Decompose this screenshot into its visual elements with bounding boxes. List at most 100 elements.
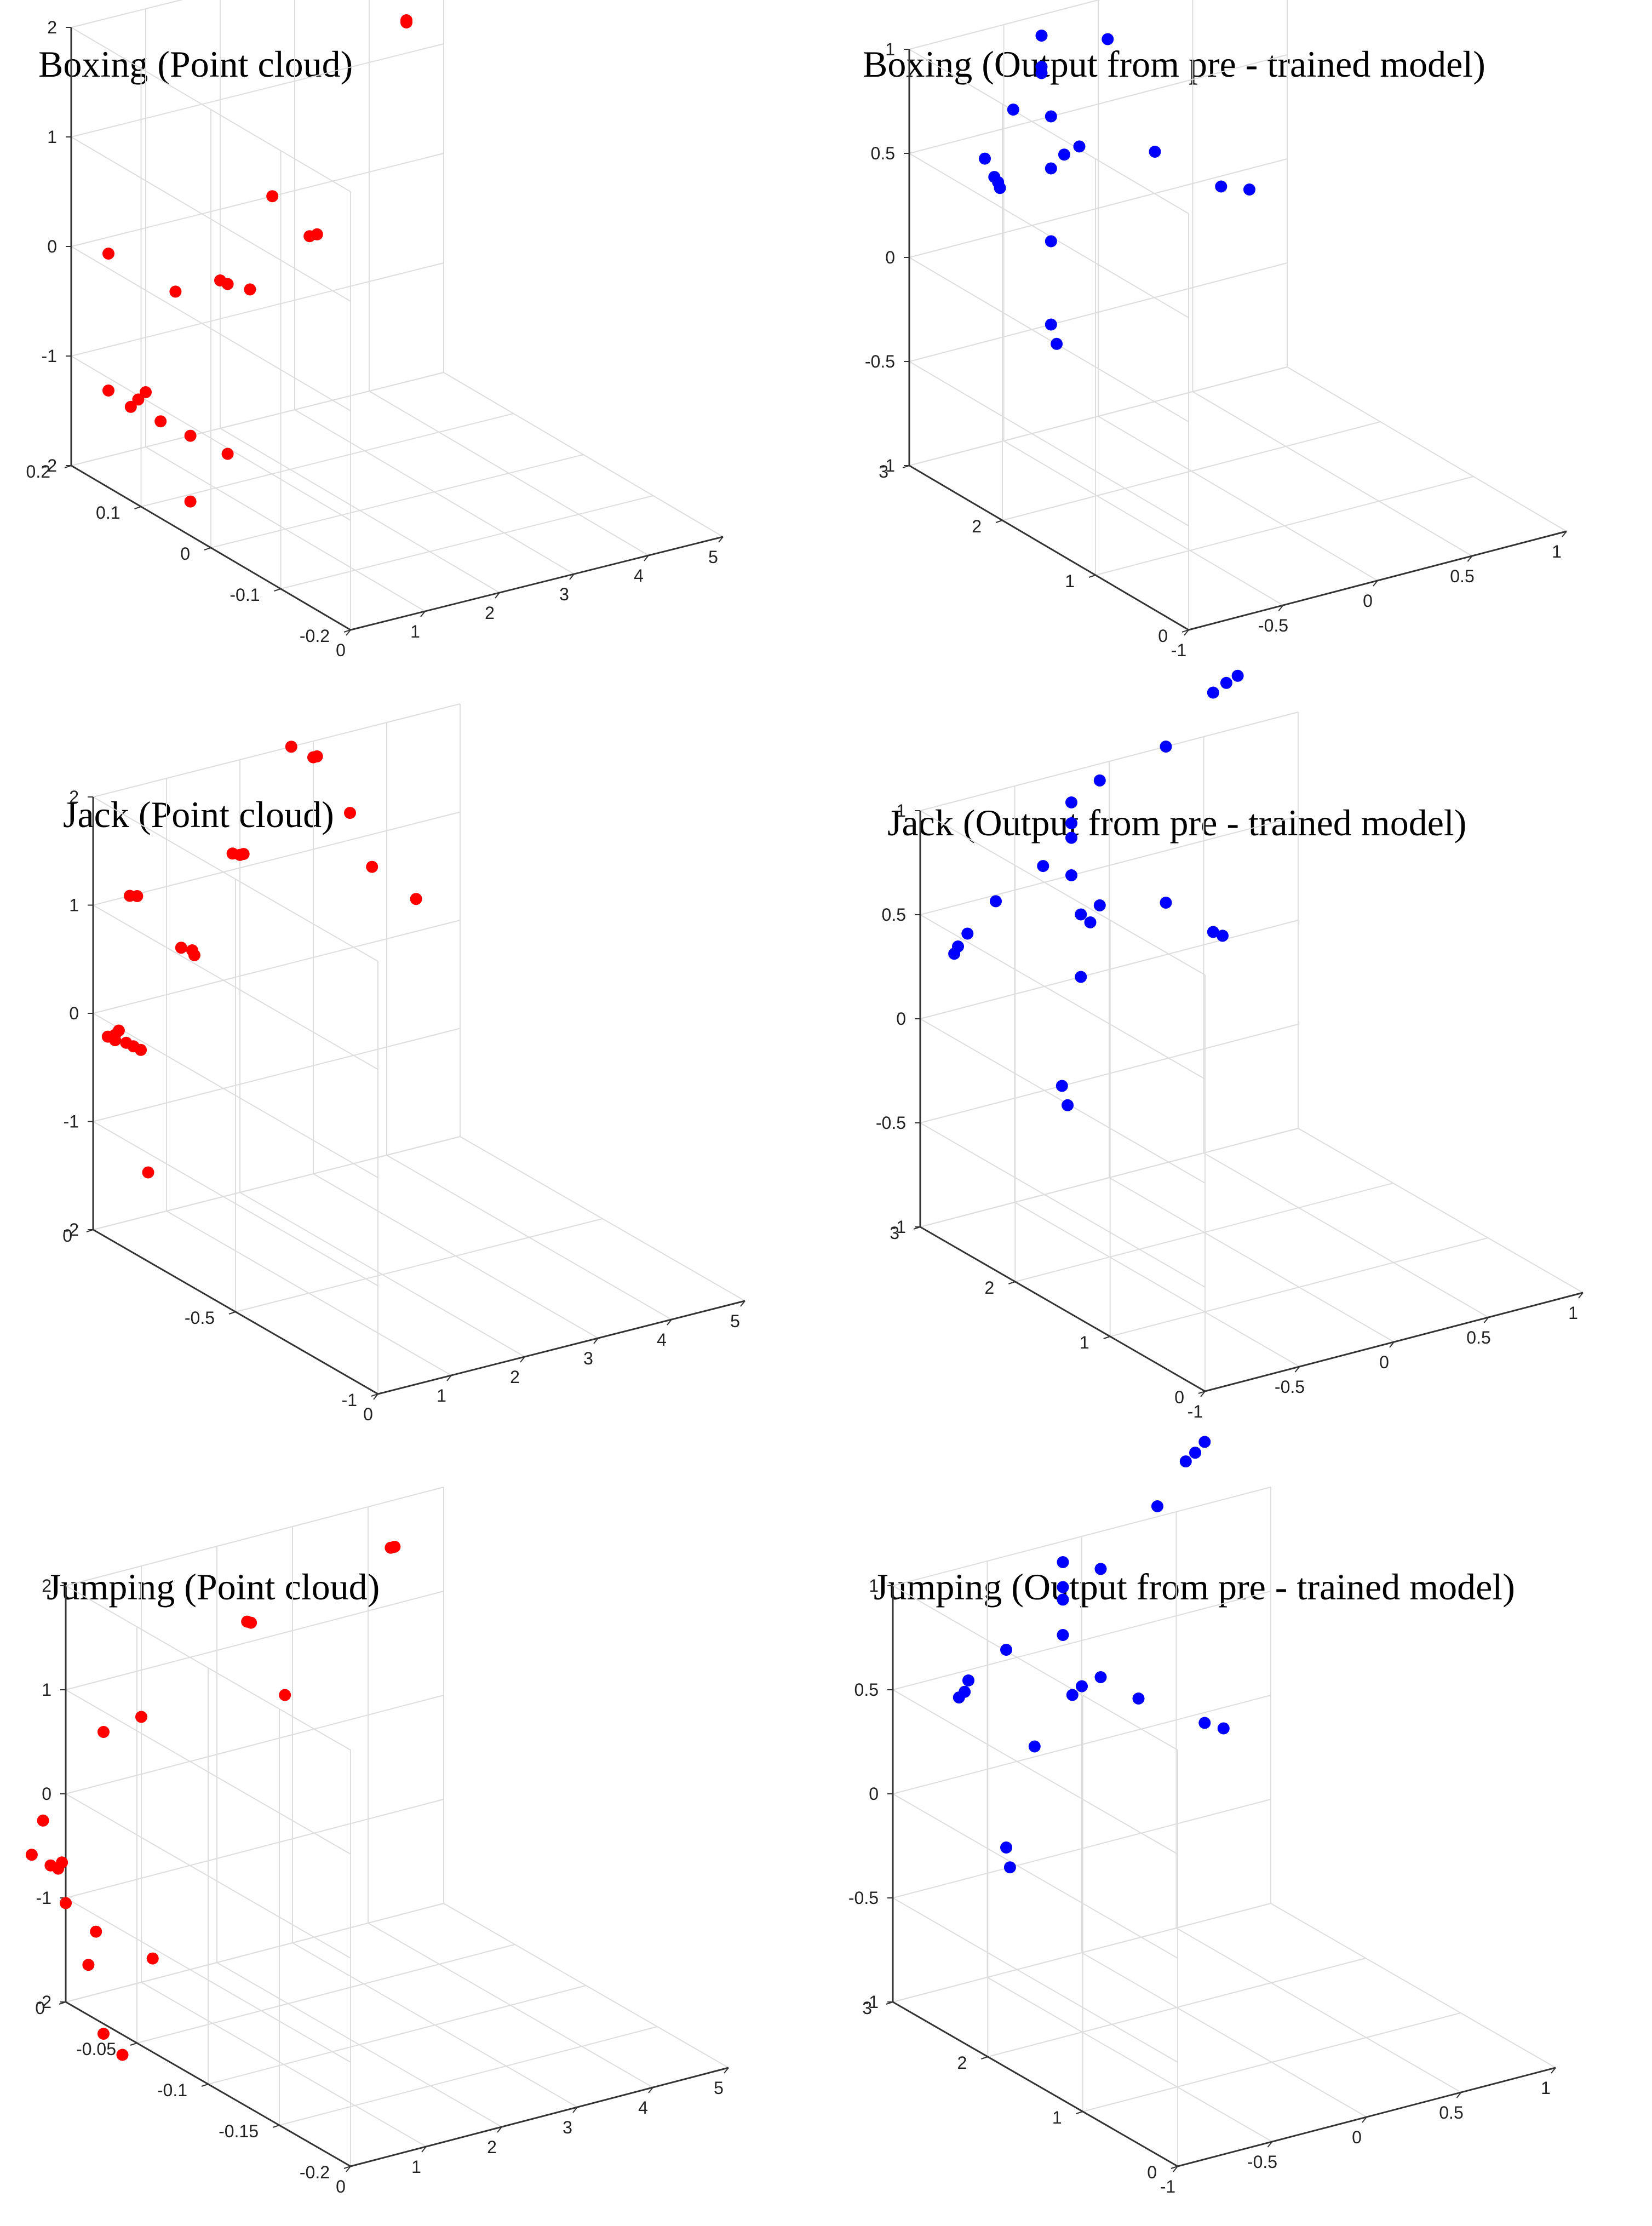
- x-tick-label: -1: [1171, 640, 1186, 660]
- data-point: [102, 248, 114, 260]
- data-point: [131, 890, 144, 902]
- panel-jumping-pretrained: Jumping (Output from pre - trained model…: [848, 1436, 1556, 2196]
- y-tick-label: 1: [1065, 571, 1075, 591]
- data-point: [1058, 148, 1070, 161]
- z-tick-label: 1: [42, 1680, 51, 1700]
- data-point: [1051, 337, 1063, 350]
- data-point: [961, 927, 974, 940]
- data-point: [1057, 1629, 1069, 1641]
- x-tick-label: -0.5: [1258, 616, 1288, 635]
- data-points: [102, 14, 412, 508]
- z-tick-label: 1: [896, 801, 906, 821]
- z-tick-label: 0: [42, 1784, 51, 1804]
- data-points: [25, 1540, 401, 2061]
- data-point: [244, 283, 256, 296]
- z-tick-label: -1: [863, 1992, 879, 2012]
- data-point: [1207, 686, 1219, 699]
- x-tick-label: -1: [1160, 2177, 1175, 2196]
- y-tick-label: 2: [957, 2053, 967, 2073]
- data-point: [1093, 774, 1106, 787]
- z-tick-label: -1: [64, 1112, 79, 1132]
- y-tick-label: 1: [1080, 1333, 1089, 1352]
- x-tick-label: 1: [1568, 1303, 1578, 1323]
- data-point: [1094, 1671, 1107, 1683]
- data-point: [60, 1897, 72, 1909]
- data-point: [56, 1856, 68, 1869]
- data-point: [1028, 1740, 1041, 1753]
- x-tick-label: 2: [510, 1367, 520, 1387]
- x-tick-label: 4: [638, 2098, 648, 2118]
- data-point: [1189, 1447, 1201, 1459]
- data-point: [90, 1925, 102, 1938]
- x-tick-label: 2: [487, 2137, 497, 2157]
- x-tick-label: 0: [1379, 1352, 1389, 1372]
- data-point: [1094, 1563, 1107, 1575]
- z-tick-label: -0.5: [848, 1888, 879, 1908]
- data-point: [948, 948, 961, 960]
- data-point: [116, 2049, 129, 2061]
- z-tick-label: 0: [896, 1009, 906, 1029]
- data-point: [1065, 796, 1077, 808]
- y-tick-label: 3: [879, 462, 888, 481]
- data-point: [169, 285, 182, 298]
- data-point: [1220, 676, 1232, 689]
- data-point: [344, 807, 356, 819]
- x-tick-label: 4: [634, 566, 644, 586]
- z-tick-label: 2: [69, 787, 79, 807]
- data-point: [1215, 180, 1227, 193]
- x-tick-label: 0: [1352, 2127, 1362, 2147]
- x-tick-label: 0: [336, 640, 346, 660]
- data-point: [311, 228, 323, 240]
- data-point: [112, 1024, 125, 1037]
- data-point: [1000, 1644, 1012, 1656]
- data-point: [1056, 1080, 1068, 1092]
- y-axis: [920, 1226, 1206, 1392]
- data-point: [1198, 1436, 1211, 1448]
- z-tick-label: 1: [885, 39, 895, 59]
- chart-title: Jumping (Output from pre - trained model…: [874, 1566, 1515, 1608]
- z-tick-label: 0: [47, 237, 57, 256]
- z-tick-label: 0.5: [871, 144, 895, 163]
- data-point: [1076, 1680, 1088, 1693]
- data-point: [1003, 1861, 1016, 1874]
- y-tick-label: -0.05: [76, 2039, 116, 2059]
- x-tick-label: 0: [336, 2177, 346, 2196]
- data-point: [990, 895, 1002, 908]
- x-tick-label: -0.5: [1275, 1377, 1305, 1397]
- data-point: [37, 1814, 49, 1827]
- y-tick-label: -0.5: [185, 1308, 215, 1328]
- data-point: [124, 400, 137, 413]
- x-tick-label: 3: [559, 584, 569, 604]
- data-point: [1075, 908, 1087, 921]
- z-tick-label: -0.5: [865, 352, 895, 371]
- x-tick-label: 4: [657, 1330, 667, 1350]
- data-point: [388, 1540, 401, 1553]
- data-point: [266, 190, 279, 203]
- data-point: [1045, 110, 1057, 123]
- data-point: [1057, 1593, 1069, 1606]
- x-tick-label: 5: [714, 2078, 724, 2098]
- data-point: [132, 393, 145, 406]
- data-point: [1065, 869, 1077, 881]
- data-point: [400, 16, 412, 28]
- x-tick-label: 5: [730, 1311, 740, 1331]
- x-tick-label: -0.5: [1247, 2152, 1277, 2172]
- data-point: [97, 2028, 110, 2040]
- chart-title: Jack (Output from pre - trained model): [887, 802, 1466, 844]
- x-tick-label: 0: [363, 1404, 373, 1424]
- data-point: [1093, 899, 1106, 911]
- data-point: [953, 1691, 965, 1704]
- data-point: [1000, 1841, 1012, 1854]
- data-point: [135, 1043, 147, 1056]
- x-tick-label: 0.5: [1450, 566, 1474, 586]
- y-tick-label: 0.2: [26, 462, 50, 481]
- y-tick-label: 2: [972, 517, 982, 536]
- data-point: [1102, 33, 1114, 45]
- z-tick-label: 0.5: [882, 905, 906, 925]
- data-point: [237, 848, 250, 860]
- data-points: [101, 741, 422, 1179]
- z-tick-label: -1: [891, 1217, 906, 1237]
- y-tick-label: 0: [1158, 626, 1168, 646]
- data-point: [979, 152, 991, 165]
- z-tick-label: 0: [869, 1784, 879, 1804]
